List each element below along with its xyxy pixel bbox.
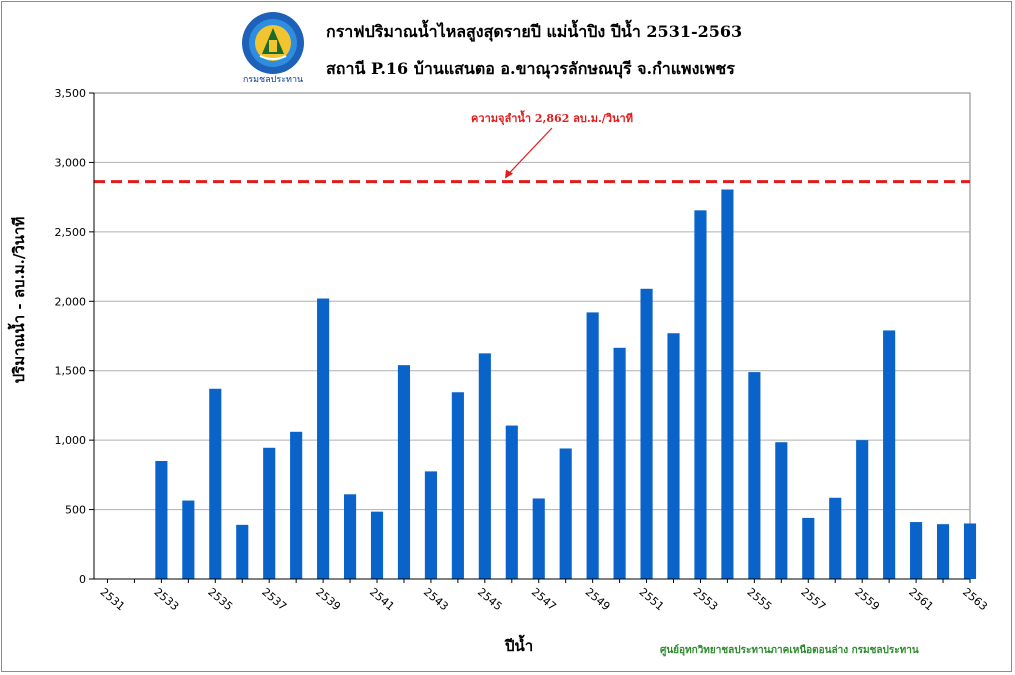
bar-2550	[613, 347, 626, 579]
bar-2533	[155, 460, 168, 579]
bar-2549	[586, 312, 599, 579]
y-tick-label: 500	[65, 504, 86, 517]
threshold-label: ความจุลำน้ำ 2,862 ลบ.ม./วินาที	[471, 110, 633, 126]
x-tick-label: 2531	[98, 585, 128, 613]
x-tick-label: 2555	[744, 585, 774, 613]
threshold-arrow	[506, 127, 553, 177]
bar-2557	[802, 517, 815, 579]
x-tick-label: 2539	[313, 585, 343, 613]
bar-2539	[317, 298, 330, 579]
bar-2535	[209, 388, 222, 579]
y-tick-label: 1,500	[55, 365, 87, 378]
royal-irrigation-department-logo: กรมชลประทาน	[240, 10, 306, 86]
y-tick-label: 0	[79, 573, 86, 586]
bar-2559	[856, 440, 869, 579]
y-tick-label: 3,000	[55, 156, 87, 169]
bar-2558	[829, 497, 842, 579]
bar-2547	[532, 498, 545, 579]
x-tick-label: 2561	[906, 585, 936, 613]
x-tick-label: 2549	[583, 585, 613, 613]
y-tick-label: 3,500	[55, 87, 87, 100]
bar-2541	[370, 511, 384, 579]
bar-2538	[290, 431, 303, 579]
chart-subtitle: สถานี P.16 บ้านแสนตอ อ.ขาณุวรลักษณบุรี จ…	[326, 59, 735, 78]
x-tick-label: 2535	[205, 585, 235, 613]
y-axis-label: ปริมาณน้ำ - ลบ.ม./วินาที	[10, 216, 28, 384]
footer-credit: ศูนย์อุทกวิทยาชลประทานภาคเหนือตอนล่าง กร…	[660, 645, 919, 656]
threshold-arrowhead-icon	[505, 169, 513, 179]
bar-2560	[883, 330, 896, 579]
bar-2544	[451, 392, 464, 579]
x-tick-label: 2533	[151, 585, 181, 613]
y-tick-label: 1,000	[55, 434, 87, 447]
bar-2562	[936, 524, 950, 579]
y-tick-label: 2,500	[55, 226, 87, 239]
bar-2534	[182, 500, 195, 579]
x-axis-label: ปีน้ำ	[505, 637, 534, 655]
y-tick-label: 2,000	[55, 295, 87, 308]
bar-2548	[559, 448, 572, 579]
chart-title: กราฟปริมาณน้ำไหลสูงสุดรายปี แม่น้ำปิง ปี…	[326, 22, 743, 41]
logo-text: กรมชลประทาน	[242, 75, 304, 85]
x-tick-label: 2537	[259, 585, 289, 613]
x-tick-label: 2553	[691, 585, 721, 613]
x-tick-label: 2557	[798, 585, 828, 613]
bar-2536	[236, 524, 249, 579]
bar-2545	[478, 353, 491, 579]
bar-2537	[263, 447, 276, 579]
bar-2553	[694, 210, 707, 579]
x-tick-label: 2543	[421, 585, 451, 613]
x-tick-label: 2541	[367, 585, 397, 613]
logo-emblem-icon	[242, 12, 304, 74]
bar-2542	[397, 365, 411, 579]
bar-2546	[505, 425, 518, 579]
bar-2561	[910, 522, 923, 579]
x-tick-label: 2545	[475, 585, 505, 613]
x-tick-label: 2547	[529, 585, 559, 613]
x-tick-label: 2563	[960, 585, 990, 613]
bar-2555	[748, 372, 761, 579]
bar-2563	[963, 523, 977, 579]
bar-2556	[775, 442, 788, 579]
x-tick-label: 2551	[637, 585, 667, 613]
bar-2554	[721, 189, 734, 579]
bar-2540	[343, 494, 357, 579]
bar-2543	[424, 471, 437, 579]
x-tick-label: 2559	[852, 585, 882, 613]
bar-2551	[640, 288, 653, 579]
bar-2552	[667, 333, 680, 579]
